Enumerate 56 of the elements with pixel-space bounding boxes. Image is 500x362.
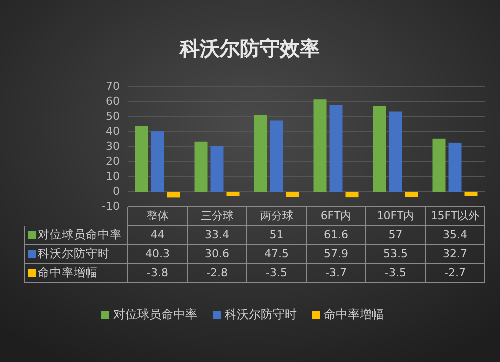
data-label: 61.6	[324, 228, 348, 242]
data-label: 30.6	[205, 248, 230, 261]
data-label: -3.5	[266, 266, 288, 280]
legend: 对位球员命中率 科沃尔防守时 命中率增幅	[102, 307, 384, 322]
bar	[254, 116, 268, 192]
bar	[151, 132, 164, 192]
bar	[405, 192, 418, 198]
bar	[464, 192, 478, 196]
bar	[226, 192, 240, 196]
bar	[194, 142, 208, 192]
data-label: -3.7	[326, 266, 347, 280]
x-tick-label: 15FT以外	[430, 210, 480, 223]
x-tick-label: 10FT内	[376, 210, 415, 223]
data-label: 44	[150, 228, 165, 242]
y-tick-label: 70	[106, 80, 120, 94]
bar	[314, 100, 327, 192]
bar	[346, 192, 359, 198]
data-label: 40.3	[146, 248, 170, 261]
x-tick-label: 6FT内	[320, 210, 352, 223]
legend-label: 科沃尔防守时	[38, 246, 110, 261]
data-label: -3.5	[385, 266, 406, 280]
data-label: -2.8	[206, 266, 228, 280]
data-label: 47.5	[264, 248, 289, 261]
legend-label: 对位球员命中率	[38, 228, 122, 242]
data-label: 51	[270, 228, 284, 242]
bar	[389, 112, 402, 192]
data-label: 35.4	[443, 228, 468, 242]
y-tick-label: 30	[106, 140, 120, 154]
bar	[448, 142, 462, 192]
x-tick-label: 整体	[146, 210, 169, 223]
bar	[286, 192, 300, 198]
bar	[373, 106, 386, 192]
bar	[167, 192, 180, 198]
y-tick-label: 0	[113, 185, 120, 198]
y-tick-label: 10	[106, 170, 120, 184]
y-tick-label: 60	[106, 95, 120, 108]
bar	[432, 138, 446, 192]
x-tick-label: 三分球	[200, 210, 234, 223]
bar	[330, 105, 343, 192]
bar	[210, 146, 224, 192]
legend-label: 命中率增幅	[38, 266, 98, 280]
y-tick-label: 40	[106, 125, 120, 138]
data-label: 53.5	[384, 248, 408, 261]
y-tick-label: -10	[102, 200, 120, 214]
data-label: 32.7	[443, 248, 468, 261]
x-tick-label: 两分球	[260, 210, 294, 223]
data-label: 57.9	[324, 248, 348, 261]
data-label: -3.8	[147, 266, 168, 280]
y-tick-label: 20	[106, 155, 120, 168]
bar	[270, 120, 284, 192]
data-label: 33.4	[205, 228, 230, 242]
data-label: -2.7	[444, 266, 466, 280]
data-label: 57	[388, 228, 403, 242]
chart-title: 科沃尔防守效率	[179, 36, 320, 60]
y-tick-label: 50	[106, 110, 120, 124]
bar	[135, 126, 148, 192]
